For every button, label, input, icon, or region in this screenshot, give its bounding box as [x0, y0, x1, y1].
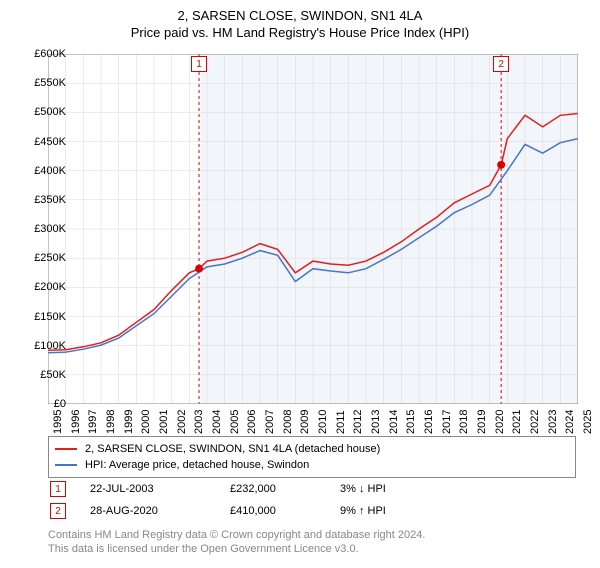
table-row: 2 28-AUG-2020 £410,000 9% ↑ HPI [48, 500, 576, 522]
y-axis-label: £600K [24, 48, 66, 60]
x-axis-label: 2011 [335, 410, 347, 434]
y-axis-label: £250K [24, 252, 66, 264]
y-axis-label: £0 [24, 398, 66, 410]
x-axis-label: 1996 [70, 410, 82, 434]
y-axis-label: £200K [24, 281, 66, 293]
price-chart [48, 54, 578, 404]
chart-marker: 1 [191, 56, 207, 72]
x-axis-label: 2013 [370, 410, 382, 434]
x-axis-label: 1999 [123, 410, 135, 434]
x-axis-label: 1998 [105, 410, 117, 434]
sale-price: £232,000 [230, 483, 340, 495]
y-axis-label: £550K [24, 77, 66, 89]
table-row: 1 22-JUL-2003 £232,000 3% ↓ HPI [48, 478, 576, 500]
x-axis-label: 2017 [441, 410, 453, 434]
x-axis-label: 2022 [529, 410, 541, 434]
x-axis-label: 2005 [229, 410, 241, 434]
legend-swatch [55, 464, 77, 466]
y-axis-label: £50K [24, 369, 66, 381]
y-axis-label: £450K [24, 136, 66, 148]
x-axis-label: 2006 [246, 410, 258, 434]
y-axis-label: £150K [24, 311, 66, 323]
x-axis-label: 2007 [264, 410, 276, 434]
chart-marker: 2 [493, 56, 509, 72]
x-axis-label: 2018 [458, 410, 470, 434]
sale-price: £410,000 [230, 505, 340, 517]
x-axis-label: 2021 [511, 410, 523, 434]
x-axis-label: 2001 [158, 410, 170, 434]
sales-table: 1 22-JUL-2003 £232,000 3% ↓ HPI 2 28-AUG… [48, 478, 576, 522]
sale-delta: 9% ↑ HPI [340, 505, 460, 517]
x-axis-label: 2009 [299, 410, 311, 434]
x-axis-label: 2023 [547, 410, 559, 434]
legend-label: 2, SARSEN CLOSE, SWINDON, SN1 4LA (detac… [85, 443, 380, 455]
legend-swatch [55, 448, 77, 450]
x-axis-label: 2010 [317, 410, 329, 434]
x-axis-label: 2000 [140, 410, 152, 434]
x-axis-label: 2012 [352, 410, 364, 434]
x-axis-label: 2016 [423, 410, 435, 434]
y-axis-label: £350K [24, 194, 66, 206]
x-axis-label: 1995 [52, 410, 64, 434]
x-axis-label: 2015 [405, 410, 417, 434]
x-axis-label: 2025 [582, 410, 594, 434]
legend-label: HPI: Average price, detached house, Swin… [85, 459, 309, 471]
legend-item: HPI: Average price, detached house, Swin… [55, 457, 569, 473]
x-axis-label: 2002 [176, 410, 188, 434]
y-axis-label: £500K [24, 106, 66, 118]
x-axis-label: 2014 [388, 410, 400, 434]
y-axis-label: £100K [24, 340, 66, 352]
footer-line: Contains HM Land Registry data © Crown c… [48, 528, 576, 542]
page-subtitle: Price paid vs. HM Land Registry's House … [0, 25, 600, 40]
footer-line: This data is licensed under the Open Gov… [48, 542, 576, 556]
x-axis-label: 2004 [211, 410, 223, 434]
x-axis-label: 2024 [564, 410, 576, 434]
footer-attribution: Contains HM Land Registry data © Crown c… [48, 528, 576, 557]
x-axis-label: 2019 [476, 410, 488, 434]
page-title: 2, SARSEN CLOSE, SWINDON, SN1 4LA [0, 8, 600, 23]
sale-date: 22-JUL-2003 [90, 483, 230, 495]
legend: 2, SARSEN CLOSE, SWINDON, SN1 4LA (detac… [48, 436, 576, 478]
legend-item: 2, SARSEN CLOSE, SWINDON, SN1 4LA (detac… [55, 441, 569, 457]
y-axis-label: £300K [24, 223, 66, 235]
sale-marker: 2 [50, 503, 66, 519]
sale-date: 28-AUG-2020 [90, 505, 230, 517]
x-axis-label: 2020 [494, 410, 506, 434]
x-axis-label: 1997 [87, 410, 99, 434]
sale-marker: 1 [50, 481, 66, 497]
y-axis-label: £400K [24, 165, 66, 177]
sale-delta: 3% ↓ HPI [340, 483, 460, 495]
x-axis-label: 2003 [193, 410, 205, 434]
x-axis-label: 2008 [282, 410, 294, 434]
